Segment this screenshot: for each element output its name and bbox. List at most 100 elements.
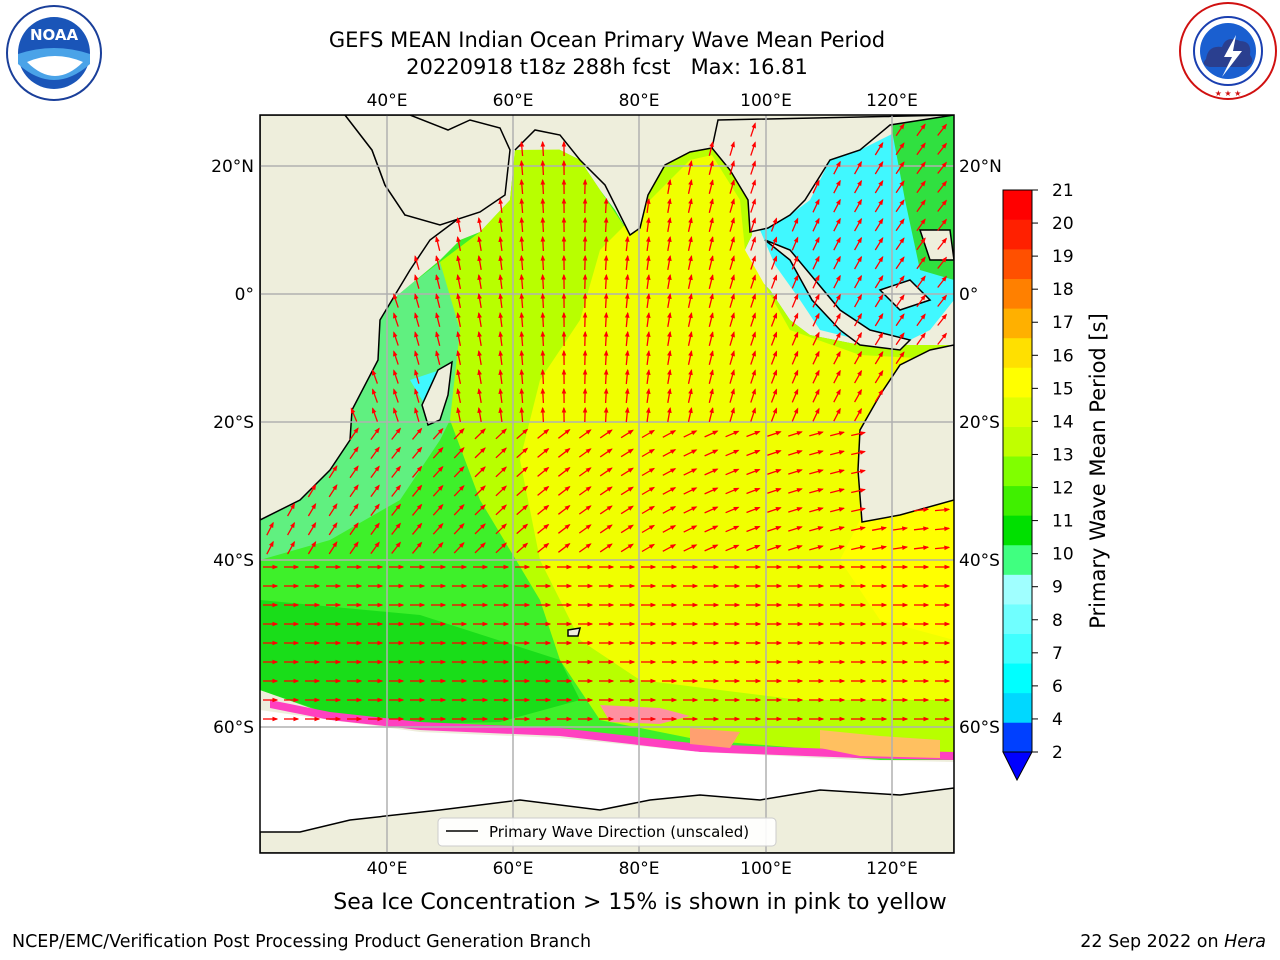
wave-direction-arrow <box>916 218 926 232</box>
wave-direction-arrow <box>624 330 630 347</box>
wave-direction-arrow <box>874 275 884 289</box>
nws-logo: ★ ★ ★ <box>1179 2 1277 100</box>
wave-direction-arrow <box>851 488 866 494</box>
wave-direction-arrow <box>620 429 634 439</box>
wave-direction-arrow <box>498 235 504 251</box>
wave-direction-arrow <box>809 545 824 551</box>
wave-direction-arrow <box>937 142 948 155</box>
wave-direction-arrow <box>830 545 845 551</box>
wave-direction-arrow <box>393 331 399 346</box>
wave-direction-arrow <box>477 311 482 328</box>
wave-direction-arrow <box>432 446 444 459</box>
wave-direction-arrow <box>851 545 866 551</box>
colorbar-tick-label: 10 <box>1052 545 1074 565</box>
wave-direction-arrow <box>498 368 504 384</box>
colorbar-cell <box>1003 219 1032 250</box>
wave-direction-arrow <box>895 256 905 270</box>
wave-direction-arrow <box>812 198 820 213</box>
colorbar-cell <box>1003 367 1032 398</box>
wave-direction-arrow <box>812 255 820 270</box>
wave-direction-arrow <box>519 140 525 157</box>
wave-direction-arrow <box>833 274 841 289</box>
wave-direction-arrow <box>895 180 905 194</box>
wave-direction-arrow <box>708 293 714 308</box>
wave-direction-arrow <box>495 447 507 459</box>
noaa-logo-text: NOAA <box>30 26 79 44</box>
lon-labels-top: 40°E 60°E 80°E 100°E 120°E <box>367 91 918 111</box>
wave-direction-arrow <box>833 388 841 403</box>
wave-direction-arrow <box>812 236 820 251</box>
wave-direction-arrow <box>812 179 820 194</box>
wave-direction-arrow <box>683 506 698 514</box>
wave-direction-arrow <box>393 388 399 403</box>
colorbar-tick-label: 8 <box>1052 611 1063 631</box>
wave-direction-arrow <box>435 312 441 327</box>
wave-direction-arrow <box>645 349 651 365</box>
wave-direction-arrow <box>704 430 719 438</box>
wave-direction-arrow <box>725 487 740 495</box>
noaa-logo: NOAA <box>6 5 102 101</box>
wave-direction-arrow <box>620 543 634 553</box>
wave-direction-arrow <box>725 468 740 476</box>
wave-direction-arrow <box>453 523 465 535</box>
wave-direction-arrow <box>349 484 359 498</box>
wave-direction-arrow <box>704 449 719 457</box>
wave-direction-arrow <box>645 235 651 251</box>
wave-direction-arrow <box>519 311 525 328</box>
wave-direction-arrow <box>624 387 630 404</box>
wave-direction-arrow <box>767 431 782 437</box>
wave-direction-arrow <box>934 545 951 551</box>
wave-direction-arrow <box>307 521 317 536</box>
wave-direction-arrow <box>874 199 884 213</box>
wave-direction-arrow <box>519 330 525 347</box>
wave-direction-arrow <box>895 313 905 327</box>
lat-label-left: 20°N <box>211 157 254 177</box>
wave-direction-arrow <box>266 521 274 536</box>
wave-direction-arrow <box>498 273 504 289</box>
wave-direction-arrow <box>667 349 672 366</box>
wave-direction-arrow <box>851 450 866 456</box>
wave-direction-arrow <box>687 350 693 365</box>
wave-direction-arrow <box>874 161 884 175</box>
wave-direction-arrow <box>812 407 820 422</box>
wave-direction-arrow <box>746 430 761 438</box>
wave-direction-arrow <box>725 544 740 552</box>
wave-direction-arrow <box>791 293 799 308</box>
wave-direction-arrow <box>854 407 862 422</box>
wave-direction-arrow <box>687 369 693 384</box>
wave-direction-arrow <box>812 350 820 365</box>
wave-direction-arrow <box>328 522 338 536</box>
colorbar-tick-label: 21 <box>1052 181 1074 201</box>
wave-direction-arrow <box>662 506 677 514</box>
wave-direction-arrow <box>854 160 862 175</box>
wave-direction-arrow <box>603 273 609 290</box>
wave-direction-arrow <box>874 332 884 346</box>
wave-direction-arrow <box>456 387 462 404</box>
lon-label-top: 100°E <box>740 91 792 111</box>
wave-direction-arrow <box>558 504 571 515</box>
wave-direction-arrow <box>830 469 845 475</box>
wave-direction-arrow <box>453 447 465 459</box>
wave-direction-arrow <box>519 197 525 214</box>
wave-direction-arrow <box>391 427 402 440</box>
wave-direction-arrow <box>708 350 714 365</box>
wave-direction-arrow <box>746 449 761 457</box>
wave-direction-arrow <box>854 274 862 289</box>
lon-label-top: 60°E <box>493 91 534 111</box>
wave-direction-arrow <box>540 292 546 309</box>
wave-direction-arrow <box>871 545 888 550</box>
wave-direction-arrow <box>895 218 905 232</box>
wave-direction-arrow <box>414 312 420 327</box>
wave-direction-arrow <box>770 255 778 270</box>
wave-direction-arrow <box>558 428 571 439</box>
wave-direction-arrow <box>453 466 465 478</box>
wave-direction-arrow <box>516 523 529 535</box>
lat-label-right: 40°S <box>959 551 1000 571</box>
wave-direction-arrow <box>725 525 740 533</box>
wave-direction-arrow <box>474 485 486 497</box>
wave-direction-arrow <box>456 254 462 271</box>
wave-direction-arrow <box>791 331 799 346</box>
wave-direction-arrow <box>708 331 714 346</box>
lat-label-left: 60°S <box>213 718 254 738</box>
wave-direction-arrow <box>432 503 444 516</box>
